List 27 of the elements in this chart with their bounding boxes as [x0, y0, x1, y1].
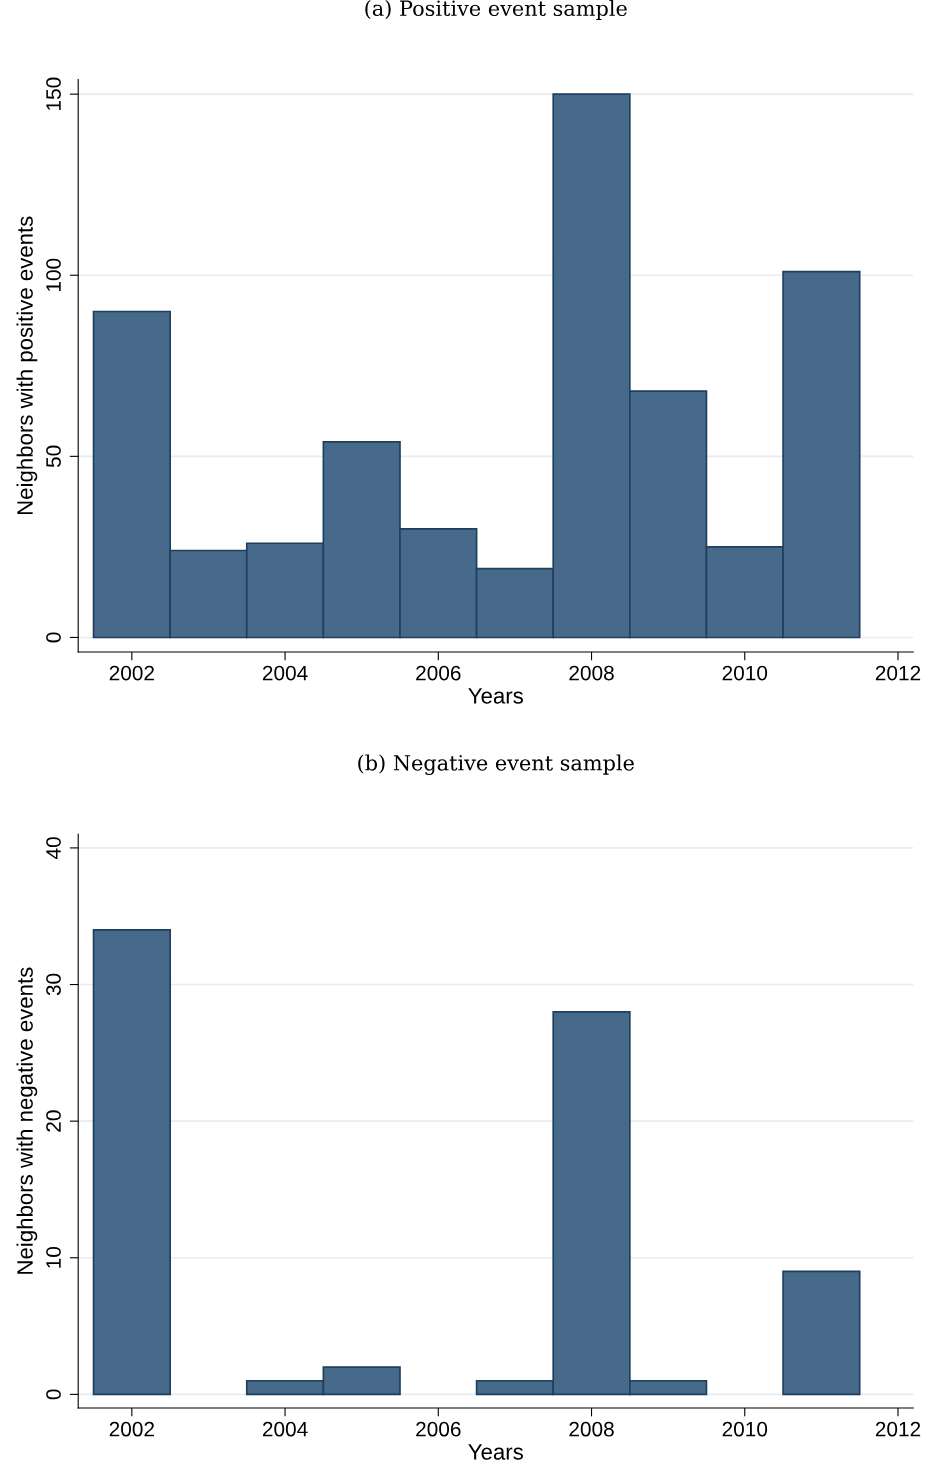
- y-axis-title: Neighbors with negative events: [16, 967, 38, 1274]
- x-tick-label: 2004: [262, 665, 308, 681]
- x-tick-label: 2002: [109, 1421, 154, 1437]
- y-tick-label: 100: [46, 258, 61, 292]
- x-tick-label: 2002: [109, 665, 154, 681]
- x-tick-label: 2006: [416, 1421, 461, 1437]
- x-tick-label: 2006: [416, 665, 461, 681]
- y-tick-label: 50: [46, 445, 61, 468]
- y-tick-label: 0: [46, 632, 61, 643]
- y-tick-label: 10: [46, 1246, 61, 1268]
- y-tick-label: 0: [46, 1389, 61, 1400]
- y-tick-label: 40: [46, 837, 61, 860]
- chart-title: (b) Negative event sample: [358, 754, 634, 775]
- y-tick-label: 20: [46, 1110, 61, 1132]
- y-axis-title: Neighbors with positive events: [16, 216, 38, 515]
- x-tick-label: 2008: [569, 1421, 614, 1437]
- x-axis-title: Years: [468, 1444, 523, 1460]
- x-tick-label: 2012: [875, 1421, 921, 1437]
- y-tick-label: 150: [46, 77, 61, 110]
- y-tick-label: 30: [46, 973, 61, 996]
- x-tick-label: 2012: [875, 665, 921, 681]
- x-tick-label: 2004: [262, 1421, 308, 1437]
- x-tick-label: 2010: [722, 1421, 768, 1437]
- x-tick-label: 2008: [569, 665, 614, 681]
- x-tick-label: 2010: [722, 665, 768, 681]
- chart-title: (a) Positive event sample: [365, 0, 627, 21]
- x-axis-title: Years: [468, 688, 523, 704]
